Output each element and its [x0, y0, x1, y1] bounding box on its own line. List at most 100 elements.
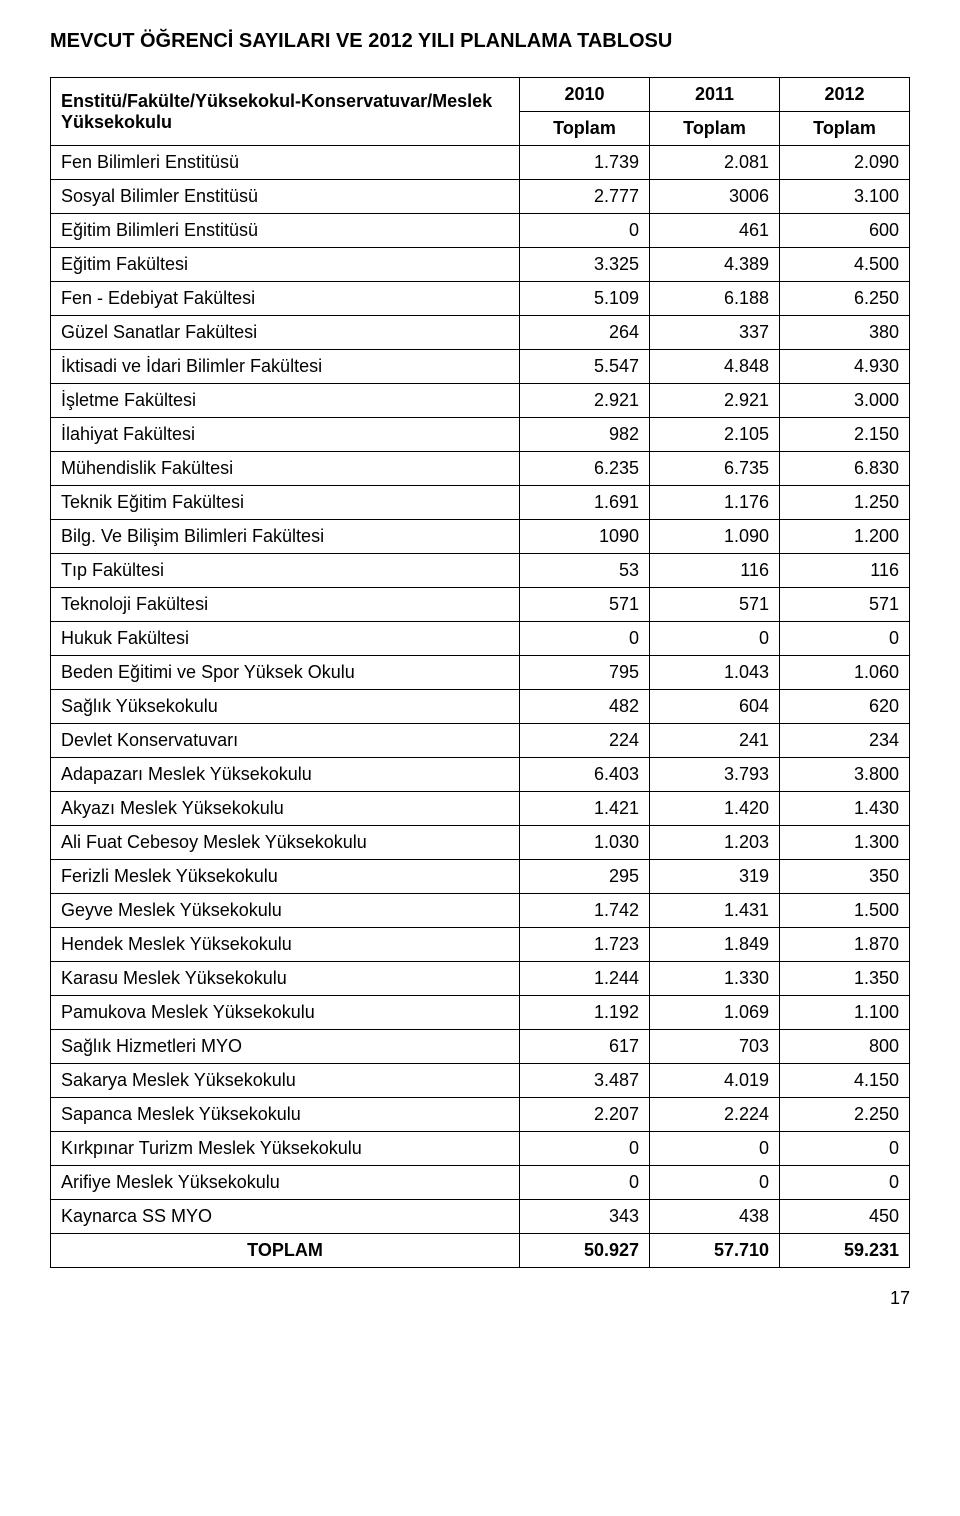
- col-subheader-0: Toplam: [520, 112, 650, 146]
- row-value: 1.742: [520, 894, 650, 928]
- row-value: 1.043: [650, 656, 780, 690]
- row-value: 53: [520, 554, 650, 588]
- col-subheader-1: Toplam: [650, 112, 780, 146]
- row-value: 795: [520, 656, 650, 690]
- row-value: 0: [520, 622, 650, 656]
- row-value: 571: [650, 588, 780, 622]
- table-row: Fen - Edebiyat Fakültesi5.1096.1886.250: [51, 282, 910, 316]
- row-value: 2.777: [520, 180, 650, 214]
- row-value: 6.250: [780, 282, 910, 316]
- page-number: 17: [50, 1288, 910, 1309]
- total-value: 50.927: [520, 1234, 650, 1268]
- table-row: Ferizli Meslek Yüksekokulu295319350: [51, 860, 910, 894]
- table-row: Karasu Meslek Yüksekokulu1.2441.3301.350: [51, 962, 910, 996]
- total-value: 59.231: [780, 1234, 910, 1268]
- row-value: 2.921: [650, 384, 780, 418]
- table-row: Geyve Meslek Yüksekokulu1.7421.4311.500: [51, 894, 910, 928]
- row-value: 6.735: [650, 452, 780, 486]
- table-row: Kaynarca SS MYO343438450: [51, 1200, 910, 1234]
- row-label: Sosyal Bilimler Enstitüsü: [51, 180, 520, 214]
- table-row: İlahiyat Fakültesi9822.1052.150: [51, 418, 910, 452]
- table-row: Sapanca Meslek Yüksekokulu2.2072.2242.25…: [51, 1098, 910, 1132]
- row-value: 3.487: [520, 1064, 650, 1098]
- row-value: 2.150: [780, 418, 910, 452]
- row-label: Sağlık Hizmetleri MYO: [51, 1030, 520, 1064]
- row-value: 3.100: [780, 180, 910, 214]
- col-header-2011: 2011: [650, 78, 780, 112]
- row-value: 6.403: [520, 758, 650, 792]
- row-value: 380: [780, 316, 910, 350]
- row-label: Adapazarı Meslek Yüksekokulu: [51, 758, 520, 792]
- data-table: Enstitü/Fakülte/Yüksekokul-Konservatuvar…: [50, 77, 910, 1268]
- row-label: Pamukova Meslek Yüksekokulu: [51, 996, 520, 1030]
- table-row: Sağlık Yüksekokulu482604620: [51, 690, 910, 724]
- table-row: Beden Eğitimi ve Spor Yüksek Okulu7951.0…: [51, 656, 910, 690]
- row-value: 0: [780, 1166, 910, 1200]
- row-value: 116: [650, 554, 780, 588]
- row-value: 2.207: [520, 1098, 650, 1132]
- row-label: Sapanca Meslek Yüksekokulu: [51, 1098, 520, 1132]
- row-label: Sakarya Meslek Yüksekokulu: [51, 1064, 520, 1098]
- table-row: Eğitim Fakültesi3.3254.3894.500: [51, 248, 910, 282]
- row-value: 1.030: [520, 826, 650, 860]
- row-value: 6.235: [520, 452, 650, 486]
- row-value: 3.000: [780, 384, 910, 418]
- row-label: Fen - Edebiyat Fakültesi: [51, 282, 520, 316]
- table-row: Güzel Sanatlar Fakültesi264337380: [51, 316, 910, 350]
- row-value: 0: [780, 622, 910, 656]
- row-value: 571: [780, 588, 910, 622]
- table-row: Eğitim Bilimleri Enstitüsü0461600: [51, 214, 910, 248]
- table-row: Mühendislik Fakültesi6.2356.7356.830: [51, 452, 910, 486]
- row-value: 1.723: [520, 928, 650, 962]
- row-label: Hendek Meslek Yüksekokulu: [51, 928, 520, 962]
- total-value: 57.710: [650, 1234, 780, 1268]
- table-row: Arifiye Meslek Yüksekokulu000: [51, 1166, 910, 1200]
- row-value: 4.930: [780, 350, 910, 384]
- row-value: 1.100: [780, 996, 910, 1030]
- row-value: 0: [520, 214, 650, 248]
- row-value: 461: [650, 214, 780, 248]
- row-value: 337: [650, 316, 780, 350]
- row-value: 1.244: [520, 962, 650, 996]
- row-value: 2.081: [650, 146, 780, 180]
- row-value: 319: [650, 860, 780, 894]
- row-value: 0: [650, 622, 780, 656]
- row-value: 800: [780, 1030, 910, 1064]
- row-value: 1.430: [780, 792, 910, 826]
- row-value: 1.060: [780, 656, 910, 690]
- row-value: 1.421: [520, 792, 650, 826]
- row-value: 4.019: [650, 1064, 780, 1098]
- row-value: 1.330: [650, 962, 780, 996]
- row-value: 3.793: [650, 758, 780, 792]
- row-value: 438: [650, 1200, 780, 1234]
- row-value: 482: [520, 690, 650, 724]
- row-label: Arifiye Meslek Yüksekokulu: [51, 1166, 520, 1200]
- row-value: 620: [780, 690, 910, 724]
- table-row: Teknik Eğitim Fakültesi1.6911.1761.250: [51, 486, 910, 520]
- row-value: 1.203: [650, 826, 780, 860]
- row-value: 5.109: [520, 282, 650, 316]
- row-value: 617: [520, 1030, 650, 1064]
- row-label: Sağlık Yüksekokulu: [51, 690, 520, 724]
- row-label: Akyazı Meslek Yüksekokulu: [51, 792, 520, 826]
- row-value: 1.350: [780, 962, 910, 996]
- table-row: İşletme Fakültesi2.9212.9213.000: [51, 384, 910, 418]
- row-value: 5.547: [520, 350, 650, 384]
- row-value: 6.830: [780, 452, 910, 486]
- row-value: 0: [650, 1132, 780, 1166]
- row-label: Hukuk Fakültesi: [51, 622, 520, 656]
- table-row: Bilg. Ve Bilişim Bilimleri Fakültesi1090…: [51, 520, 910, 554]
- row-value: 0: [520, 1132, 650, 1166]
- row-value: 1.849: [650, 928, 780, 962]
- row-label: İlahiyat Fakültesi: [51, 418, 520, 452]
- row-label: Mühendislik Fakültesi: [51, 452, 520, 486]
- row-header-label: Enstitü/Fakülte/Yüksekokul-Konservatuvar…: [51, 78, 520, 146]
- row-value: 1.739: [520, 146, 650, 180]
- row-label: Karasu Meslek Yüksekokulu: [51, 962, 520, 996]
- row-value: 116: [780, 554, 910, 588]
- table-row: Hendek Meslek Yüksekokulu1.7231.8491.870: [51, 928, 910, 962]
- row-label: Devlet Konservatuvarı: [51, 724, 520, 758]
- row-label: İşletme Fakültesi: [51, 384, 520, 418]
- row-value: 2.921: [520, 384, 650, 418]
- table-row: Hukuk Fakültesi000: [51, 622, 910, 656]
